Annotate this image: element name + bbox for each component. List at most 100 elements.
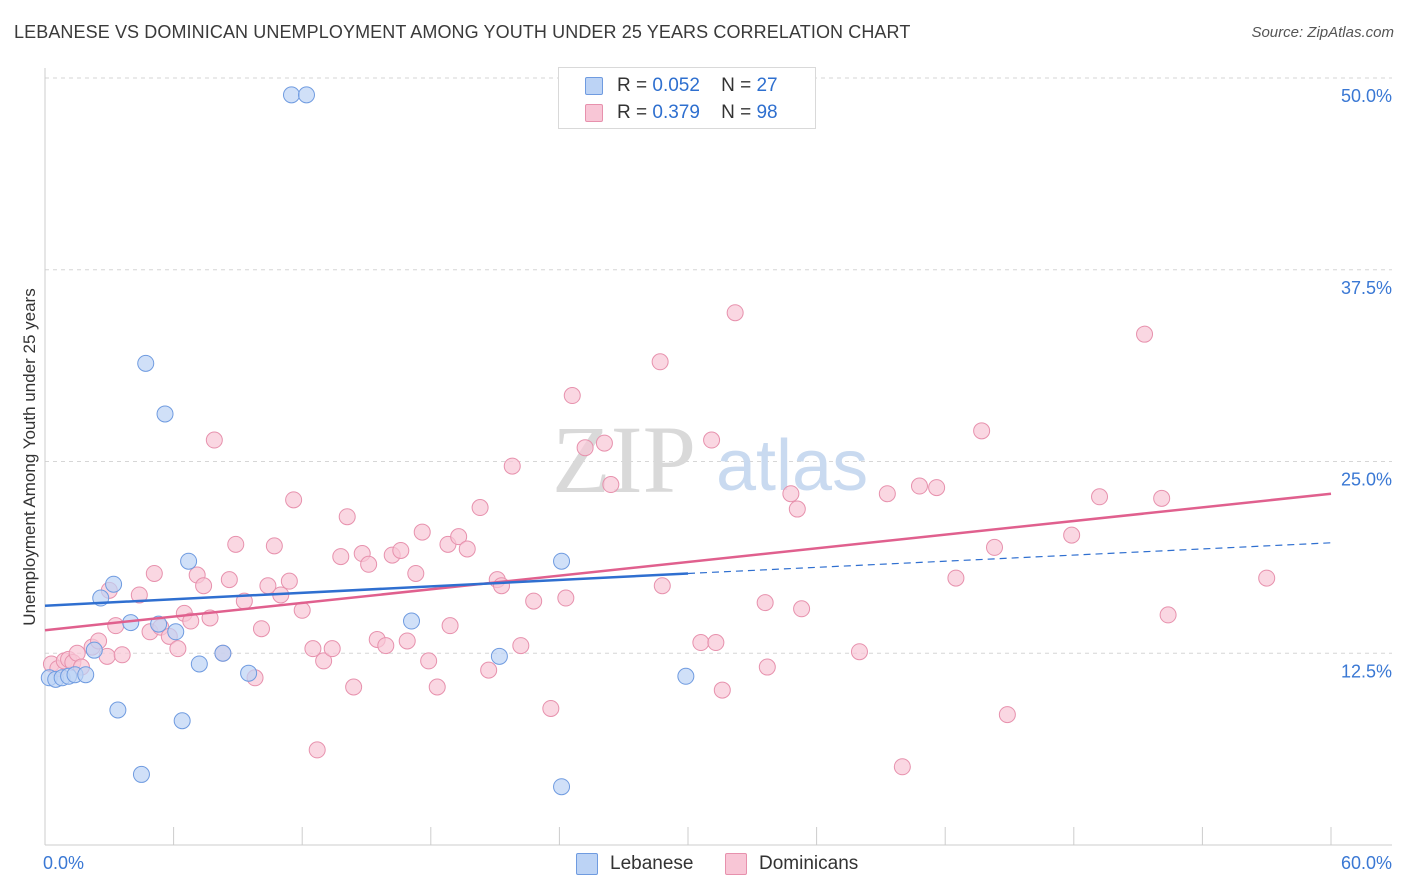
dominican-point	[205, 431, 223, 449]
dominican-point	[130, 586, 148, 604]
dominican-point	[252, 620, 270, 638]
lebanese-point	[167, 623, 185, 641]
legend-r-label: R =	[617, 75, 648, 96]
dominican-point	[413, 523, 431, 541]
dominicans-swatch	[725, 853, 747, 875]
lebanese-point	[77, 666, 95, 684]
axis-layer	[44, 68, 1392, 846]
series-legend: Lebanese Dominicans	[0, 852, 1406, 878]
dominican-point	[928, 479, 946, 497]
lebanese-point	[282, 86, 300, 104]
lebanese-point	[132, 765, 150, 783]
y-tick-label: 25.0%	[1341, 470, 1392, 490]
dominican-point	[332, 548, 350, 566]
lebanese-point	[173, 712, 191, 730]
lebanese-point	[677, 667, 695, 685]
dominican-point	[653, 577, 671, 595]
tick-labels: 12.5% 25.0% 37.5% 50.0% 0.0% 60.0%	[43, 86, 1392, 873]
dominican-point	[758, 658, 776, 676]
y-tick-label: 50.0%	[1341, 86, 1392, 106]
lebanese-point	[214, 644, 232, 662]
dominican-point	[420, 652, 438, 670]
lebanese-point	[85, 641, 103, 659]
dominican-point	[360, 555, 378, 573]
dominican-point	[512, 637, 530, 655]
dominican-point	[441, 617, 459, 635]
dominican-point	[450, 528, 468, 546]
dominican-point	[1136, 325, 1154, 343]
x-tick-label: 0.0%	[43, 853, 84, 873]
dominican-point	[220, 571, 238, 589]
dominican-point	[998, 706, 1016, 724]
dominican-point	[726, 304, 744, 322]
dominican-point	[576, 439, 594, 457]
dominican-point	[169, 640, 187, 658]
dominican-point	[973, 422, 991, 440]
dominican-point	[1091, 488, 1109, 506]
dominican-point	[458, 540, 476, 558]
trend-lines	[44, 492, 1332, 632]
y-tick-label: 37.5%	[1341, 278, 1392, 298]
dominican-point	[910, 477, 928, 495]
legend-n-value: 98	[756, 102, 778, 123]
dominican-point	[713, 681, 731, 699]
lebanese-point	[109, 701, 127, 719]
chart-title: LEBANESE VS DOMINICAN UNEMPLOYMENT AMONG…	[14, 22, 911, 42]
dominican-point	[985, 538, 1003, 556]
dominican-point	[563, 387, 581, 405]
dominican-point	[265, 537, 283, 555]
lebanese-point	[180, 552, 198, 570]
dominican-point	[407, 564, 425, 582]
dominican-point	[782, 485, 800, 503]
dominican-point	[788, 500, 806, 518]
dominican-point	[480, 661, 498, 679]
dominican-point	[947, 569, 965, 587]
dominicans-trend-line	[44, 492, 1332, 632]
dominican-point	[428, 678, 446, 696]
dominicans-swatch	[585, 104, 603, 122]
dominican-point	[145, 564, 163, 582]
dominican-point	[707, 634, 725, 652]
dominican-point	[308, 741, 326, 759]
lebanese-point	[403, 612, 421, 630]
dominican-point	[338, 508, 356, 526]
legend-n-value: 27	[756, 75, 778, 96]
lebanese-points	[40, 86, 695, 796]
dominican-point	[315, 652, 333, 670]
dominican-point	[1153, 489, 1171, 507]
dominican-point	[323, 640, 341, 658]
y-tick-label: 12.5%	[1341, 661, 1392, 681]
dominican-point	[280, 572, 298, 590]
dominican-point	[557, 589, 575, 607]
dominican-point	[345, 678, 363, 696]
dominican-point	[113, 646, 131, 664]
dominican-point	[392, 541, 410, 559]
lebanese-point	[297, 86, 315, 104]
lebanese-point	[240, 664, 258, 682]
watermark: ZIP atlas	[552, 406, 868, 513]
watermark-zip: ZIP	[552, 406, 696, 513]
dominican-point	[503, 457, 521, 475]
dominican-point	[182, 612, 200, 630]
dominican-point	[542, 699, 560, 717]
lebanese-point	[490, 647, 508, 665]
lebanese-swatch	[585, 77, 603, 95]
lebanese-point	[137, 354, 155, 372]
dominican-point	[304, 640, 322, 658]
dominican-point	[692, 634, 710, 652]
dominican-point	[595, 434, 613, 452]
dominican-point	[756, 594, 774, 612]
dominican-point	[107, 617, 125, 635]
legend-n-label: N =	[721, 75, 752, 96]
lebanese-point	[190, 655, 208, 673]
lebanese-swatch	[576, 853, 598, 875]
dominican-point	[398, 632, 416, 650]
dominican-point	[1063, 526, 1081, 544]
dominican-point	[703, 431, 721, 449]
grid-layer	[45, 77, 1392, 654]
dominican-points	[42, 304, 1276, 776]
dominican-point	[651, 353, 669, 371]
dominican-point	[893, 758, 911, 776]
dominican-point	[850, 643, 868, 661]
